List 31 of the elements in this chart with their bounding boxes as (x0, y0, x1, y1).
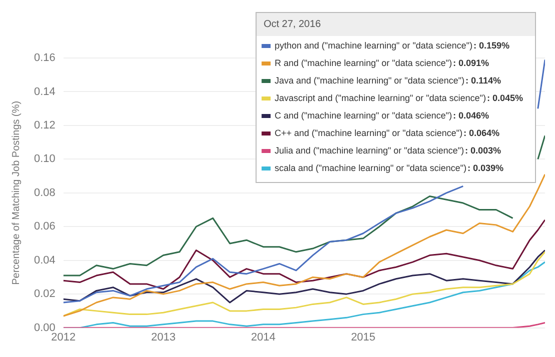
annotation: : 0.045% (486, 92, 524, 103)
legend-label: scala and ("machine learning" or "data science") (274, 162, 466, 173)
legend-label: C and ("machine learning" or "data science") (274, 110, 452, 120)
x-tick-label: 2015 (350, 331, 376, 344)
y-tick-label: 0.14 (34, 86, 56, 98)
x-tick-label: 2013 (151, 331, 176, 344)
annotation: : 0.003% (464, 145, 502, 156)
y-tick-label: 0.06 (34, 220, 56, 233)
y-tick-label: 0.16 (34, 52, 56, 64)
y-tick-label: 0.04 (34, 254, 56, 266)
annotation: : 0.091% (452, 58, 489, 68)
y-tick-label: 0.10 (34, 153, 56, 166)
legend-label: Javascript and ("machine learning" or "data science") (274, 92, 486, 103)
annotation: : 0.039% (467, 162, 504, 173)
annotation: : 0.114% (465, 75, 502, 86)
y-tick-label: 0.12 (34, 119, 56, 132)
annotation: : 0.046% (452, 110, 489, 120)
x-tick-label: 2014 (251, 331, 276, 344)
y-tick-label: 0.08 (34, 186, 56, 199)
y-tick-label: 0.00 (34, 322, 56, 334)
legend-label: R and ("machine learning" or "data science") (274, 58, 452, 68)
annotation: : 0.064% (463, 128, 500, 138)
legend-label: Java and ("machine learning" or "data science") (274, 75, 464, 86)
legend-label: C++ and ("machine learning" or "data science") (274, 128, 462, 138)
y-axis-title: Percentage of Matching Job Postings (%) (10, 100, 22, 285)
x-tick-label: 2012 (51, 331, 76, 344)
text: Oct 27, 2016 (264, 18, 322, 30)
y-tick-label: 0.02 (34, 288, 56, 300)
legend-label: python and ("machine learning" or "data science") (274, 40, 472, 50)
legend-label: Julia and ("machine learning" or "data science") (274, 145, 464, 156)
text: : 0.159% (473, 40, 510, 50)
